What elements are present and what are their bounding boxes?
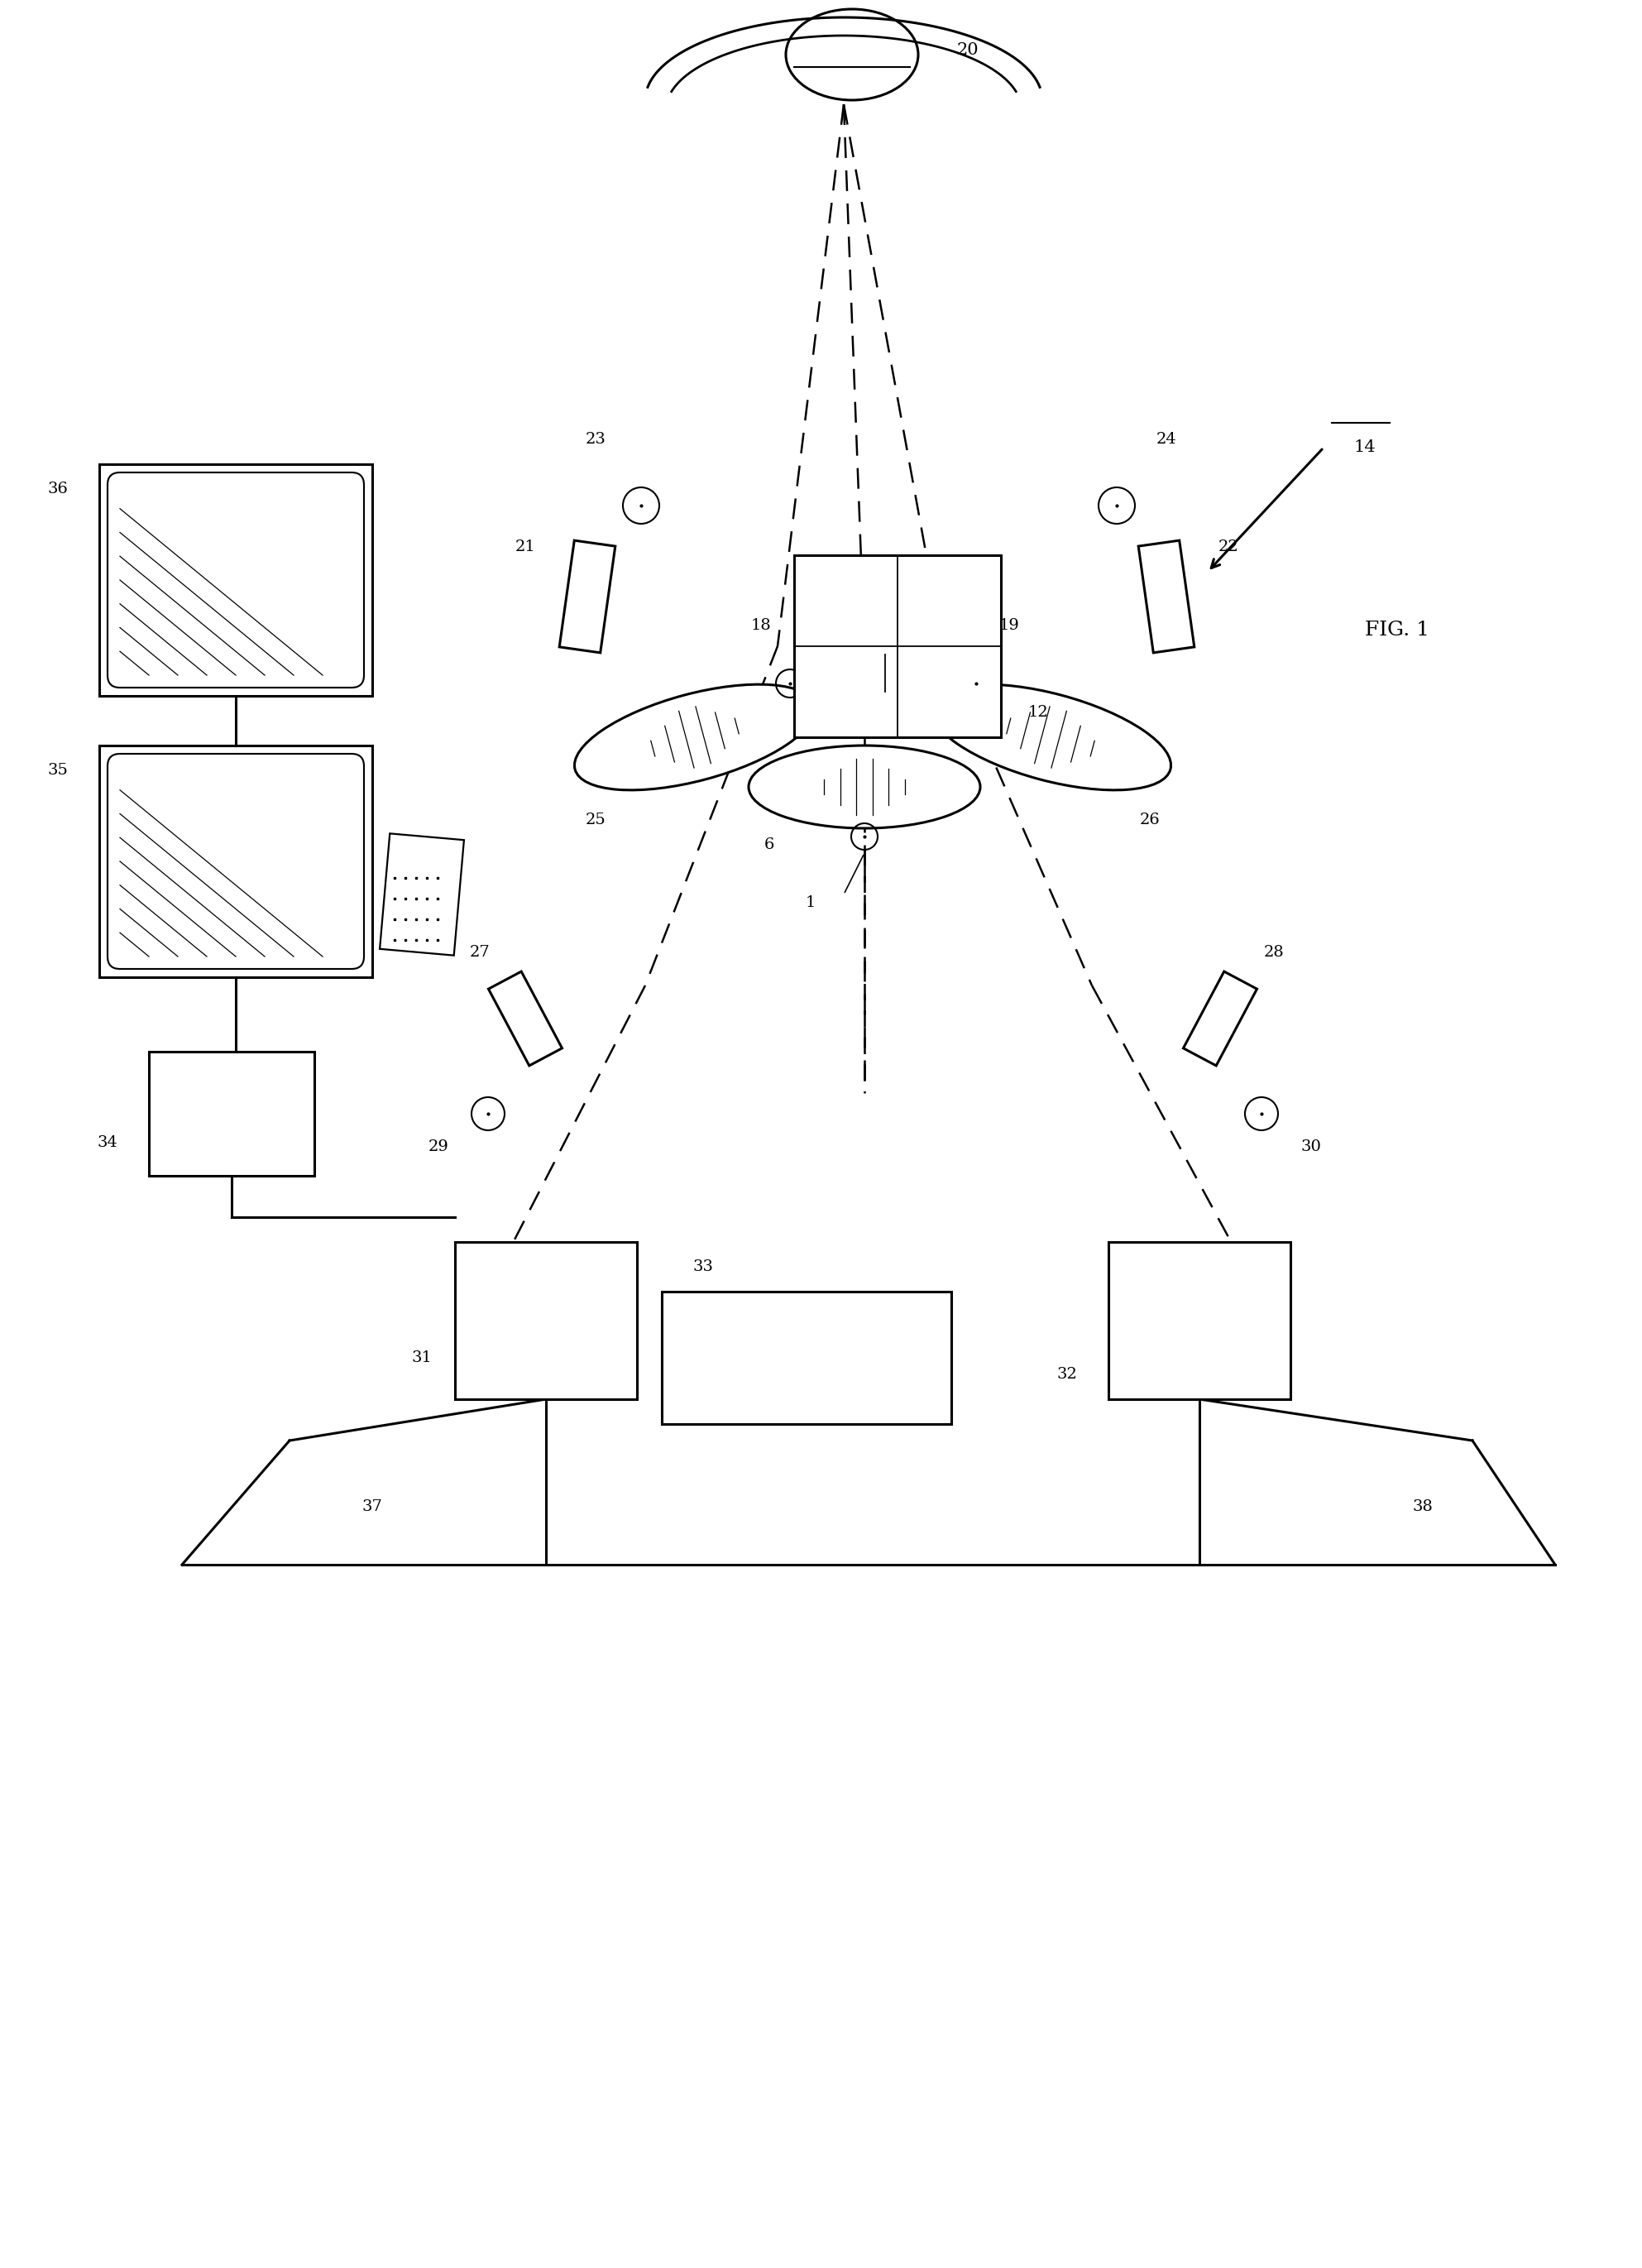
Text: 12: 12 (1028, 705, 1048, 719)
Text: 18: 18 (750, 619, 772, 633)
Text: 30: 30 (1300, 1139, 1322, 1154)
Text: 20: 20 (957, 43, 979, 59)
Text: 34: 34 (97, 1136, 118, 1150)
Text: 29: 29 (429, 1139, 448, 1154)
Bar (795, 556, 1002, 737)
Polygon shape (1184, 971, 1256, 1066)
Text: 21: 21 (516, 540, 535, 553)
Text: 32: 32 (1057, 1368, 1077, 1381)
Text: 26: 26 (1140, 812, 1159, 828)
Text: 22: 22 (1218, 540, 1238, 553)
Text: 36: 36 (48, 481, 69, 497)
Text: FIG. 1: FIG. 1 (1365, 619, 1430, 640)
FancyBboxPatch shape (107, 472, 365, 687)
Text: 38: 38 (1412, 1499, 1433, 1515)
Ellipse shape (749, 746, 980, 828)
Text: 17: 17 (859, 619, 878, 633)
Bar (803, 655, 967, 692)
Text: 24: 24 (1156, 431, 1177, 447)
FancyBboxPatch shape (107, 753, 365, 968)
Text: 6: 6 (764, 837, 775, 853)
Polygon shape (379, 835, 465, 955)
Text: 1: 1 (806, 896, 816, 909)
Text: 27: 27 (470, 946, 489, 959)
Text: 31: 31 (412, 1349, 432, 1365)
Polygon shape (560, 540, 616, 653)
Polygon shape (488, 971, 562, 1066)
Ellipse shape (929, 685, 1171, 789)
Bar (99, 746, 373, 978)
Bar (455, 1243, 637, 1399)
Text: 23: 23 (585, 431, 606, 447)
Bar (149, 1052, 314, 1175)
Text: 37: 37 (361, 1499, 383, 1515)
Bar (99, 465, 373, 696)
Text: 35: 35 (48, 762, 69, 778)
Text: 33: 33 (693, 1259, 714, 1275)
Text: 25: 25 (585, 812, 606, 828)
Text: 28: 28 (1264, 946, 1284, 959)
Text: 14: 14 (1355, 440, 1376, 456)
Polygon shape (1138, 540, 1194, 653)
Text: 19: 19 (998, 619, 1020, 633)
Bar (662, 1293, 951, 1424)
Ellipse shape (575, 685, 814, 789)
Bar (1108, 1243, 1291, 1399)
